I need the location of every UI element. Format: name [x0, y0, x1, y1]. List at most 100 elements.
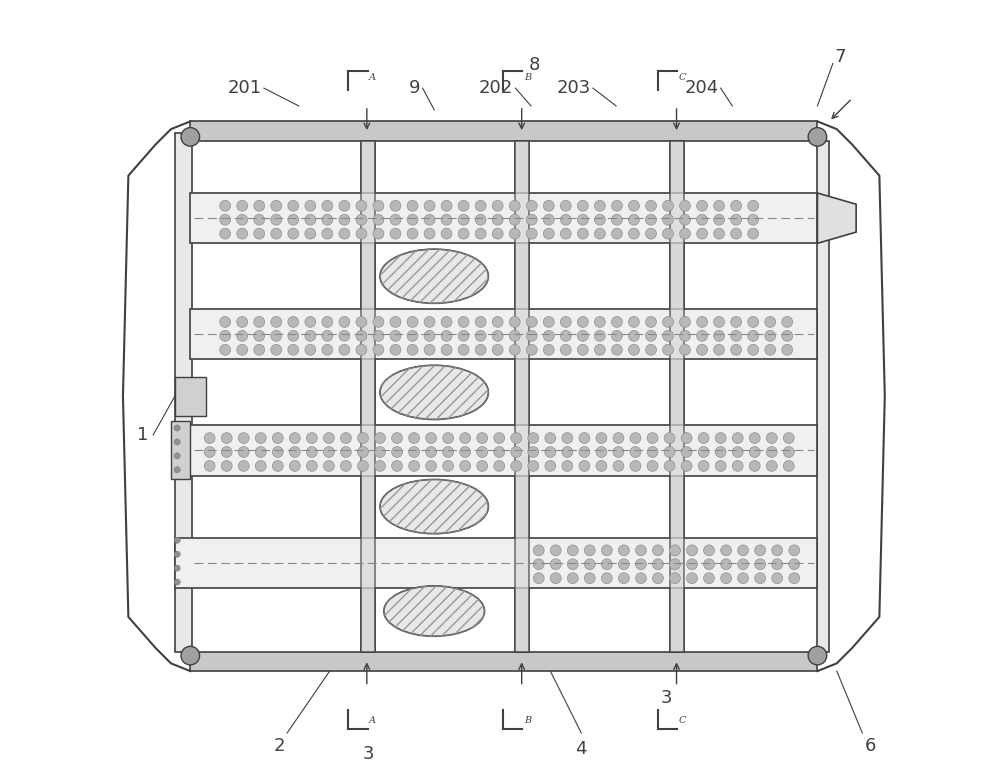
Circle shape [543, 316, 554, 327]
Text: 201: 201 [227, 79, 262, 97]
Circle shape [562, 447, 573, 458]
Circle shape [289, 447, 300, 458]
Circle shape [289, 461, 300, 472]
Circle shape [174, 439, 180, 445]
Circle shape [613, 447, 624, 458]
Circle shape [288, 214, 299, 225]
Circle shape [748, 316, 759, 327]
Bar [175, 425, 817, 476]
Circle shape [181, 646, 200, 665]
Circle shape [424, 316, 435, 327]
Circle shape [543, 344, 554, 355]
Circle shape [254, 316, 265, 327]
Circle shape [511, 433, 522, 444]
Circle shape [492, 344, 503, 355]
Circle shape [390, 214, 401, 225]
Bar [171, 421, 190, 479]
Circle shape [390, 316, 401, 327]
Circle shape [704, 559, 714, 570]
Circle shape [407, 330, 418, 341]
Circle shape [646, 214, 656, 225]
Circle shape [748, 228, 759, 239]
Circle shape [630, 461, 641, 472]
Circle shape [174, 453, 180, 459]
Circle shape [635, 573, 646, 584]
Circle shape [407, 214, 418, 225]
Circle shape [238, 447, 249, 458]
Circle shape [272, 447, 283, 458]
Circle shape [323, 447, 334, 458]
Circle shape [611, 200, 622, 211]
Text: 6: 6 [864, 737, 876, 755]
Circle shape [663, 214, 673, 225]
Text: B: B [524, 73, 531, 82]
Circle shape [663, 344, 673, 355]
Circle shape [714, 330, 725, 341]
Circle shape [424, 200, 435, 211]
Circle shape [204, 447, 215, 458]
Ellipse shape [380, 365, 488, 420]
Circle shape [220, 330, 231, 341]
Circle shape [567, 573, 578, 584]
Circle shape [509, 200, 520, 211]
Circle shape [715, 461, 726, 472]
Circle shape [584, 545, 595, 556]
Circle shape [477, 461, 488, 472]
Circle shape [409, 447, 419, 458]
Circle shape [560, 344, 571, 355]
Text: 202: 202 [479, 79, 513, 97]
Circle shape [322, 330, 333, 341]
Circle shape [254, 344, 265, 355]
Circle shape [755, 559, 766, 570]
Text: 7: 7 [835, 48, 846, 66]
Circle shape [237, 200, 248, 211]
Circle shape [714, 316, 725, 327]
Circle shape [358, 433, 368, 444]
Circle shape [579, 447, 590, 458]
Circle shape [772, 573, 783, 584]
Circle shape [255, 461, 266, 472]
Circle shape [664, 433, 675, 444]
Circle shape [271, 228, 282, 239]
Circle shape [305, 200, 316, 211]
Circle shape [271, 344, 282, 355]
Circle shape [714, 228, 725, 239]
Circle shape [409, 461, 419, 472]
Circle shape [567, 545, 578, 556]
Circle shape [174, 565, 180, 571]
Circle shape [698, 447, 709, 458]
Circle shape [238, 461, 249, 472]
Circle shape [443, 447, 454, 458]
Bar [515, 141, 529, 652]
Circle shape [460, 461, 471, 472]
Circle shape [680, 330, 690, 341]
Circle shape [579, 461, 590, 472]
Bar [190, 193, 817, 243]
Text: 3: 3 [363, 745, 374, 763]
Circle shape [306, 447, 317, 458]
Circle shape [441, 330, 452, 341]
Circle shape [341, 433, 351, 444]
Circle shape [526, 344, 537, 355]
Circle shape [714, 200, 725, 211]
Circle shape [755, 573, 766, 584]
Circle shape [550, 573, 561, 584]
Circle shape [772, 559, 783, 570]
Circle shape [749, 447, 760, 458]
Circle shape [698, 433, 709, 444]
Circle shape [560, 214, 571, 225]
Circle shape [766, 461, 777, 472]
Circle shape [322, 214, 333, 225]
Circle shape [647, 461, 658, 472]
Circle shape [663, 330, 673, 341]
Circle shape [254, 200, 265, 211]
Circle shape [272, 433, 283, 444]
Circle shape [647, 447, 658, 458]
Circle shape [594, 344, 605, 355]
Circle shape [697, 316, 707, 327]
Circle shape [738, 545, 749, 556]
Circle shape [254, 330, 265, 341]
Circle shape [545, 433, 556, 444]
Circle shape [567, 559, 578, 570]
Circle shape [356, 214, 367, 225]
